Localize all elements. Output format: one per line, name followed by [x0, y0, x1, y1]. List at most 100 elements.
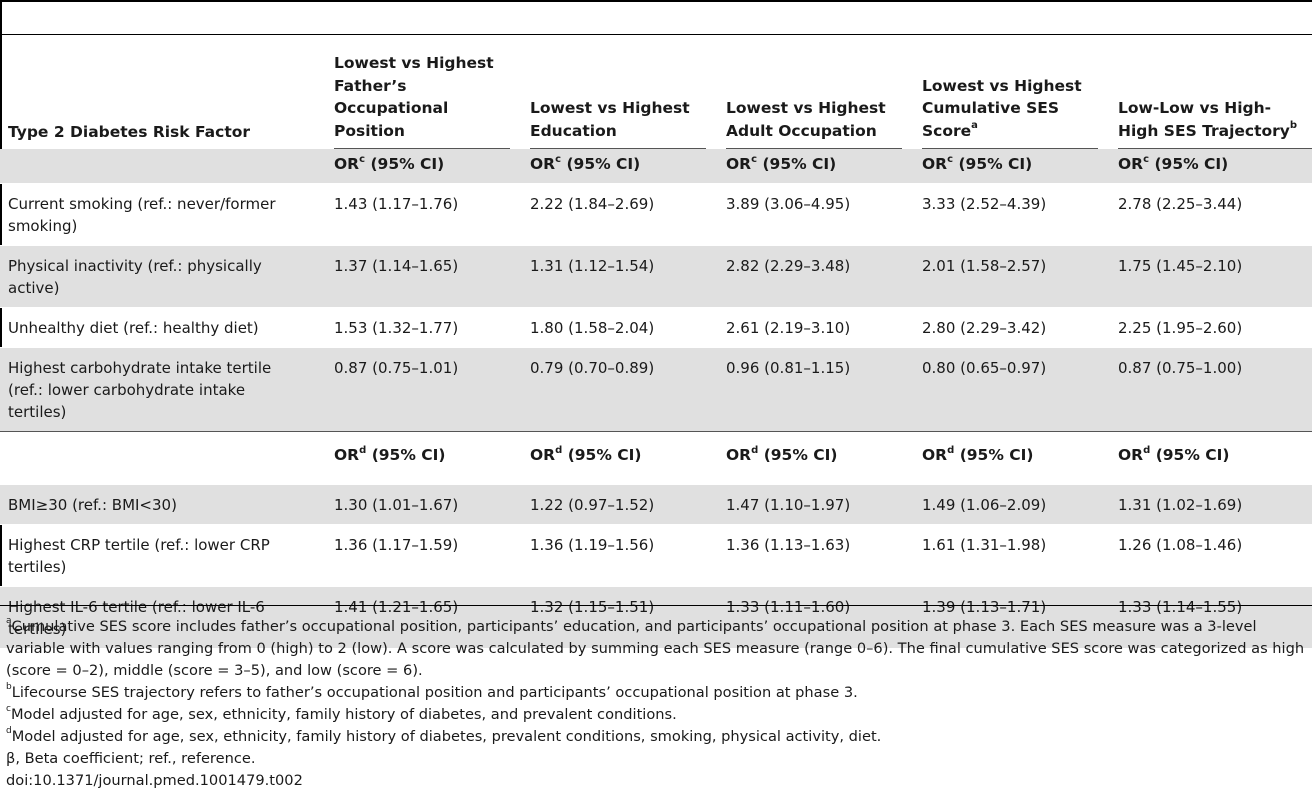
or-ci-value: 3.89 (3.06–4.95): [718, 183, 914, 246]
or-ci-label: ORc (95% CI): [1110, 149, 1312, 184]
results-table: Type 2 Diabetes Risk Factor Lowest vs Hi…: [0, 35, 1312, 648]
header-line: Lowest vs Highest: [922, 76, 1082, 95]
ci-label: (95% CI): [366, 446, 446, 464]
or-ci-value: 1.36 (1.19–1.56): [522, 524, 718, 587]
header-cumulative-ses: Lowest vs Highest Cumulative SES Scorea: [914, 35, 1110, 149]
table-row: Highest CRP tertile (ref.: lower CRP ter…: [0, 524, 1312, 587]
or-ci-value: 0.96 (0.81–1.15): [718, 347, 914, 432]
or-ci-value: 1.39 (1.13–1.71): [914, 586, 1110, 648]
or-ci-value: 2.80 (2.29–3.42): [914, 307, 1110, 348]
or-ci-value: 1.36 (1.17–1.59): [326, 524, 522, 587]
header-line: High SES Trajectory: [1118, 121, 1290, 140]
or-ci-value: 3.33 (2.52–4.39): [914, 183, 1110, 246]
or-ci-header-row: ORd (95% CI) ORd (95% CI) ORd (95% CI) ORd …: [0, 431, 1312, 485]
or-ci-label: ORc (95% CI): [522, 149, 718, 184]
or-ci-label: ORc (95% CI): [914, 149, 1110, 184]
or-ci-value: 1.61 (1.31–1.98): [914, 524, 1110, 587]
or-ci-value: 0.87 (0.75–1.00): [1110, 347, 1312, 432]
footnote-marker: c: [751, 153, 758, 165]
or-label: OR: [922, 155, 948, 173]
table-row: Unhealthy diet (ref.: healthy diet) 1.53 …: [0, 307, 1312, 348]
table-row: BMI≥30 (ref.: BMI<30) 1.30 (1.01–1.67) 1.2…: [0, 484, 1312, 525]
or-ci-value: 2.25 (1.95–2.60): [1110, 307, 1312, 348]
ci-label: (95% CI): [758, 446, 838, 464]
or-ci-value: 1.31 (1.02–1.69): [1110, 484, 1312, 525]
or-ci-header-row: ORc (95% CI) ORc (95% CI) ORc (95% CI) ORc …: [0, 149, 1312, 184]
header-line: Occupational: [334, 99, 449, 117]
or-label: OR: [334, 446, 360, 464]
table-bottom-rule: [0, 605, 1312, 606]
ci-label: (95% CI): [562, 446, 642, 464]
or-ci-value: 2.22 (1.84–2.69): [522, 183, 718, 246]
or-label: OR: [1118, 155, 1144, 173]
or-ci-value: 2.82 (2.29–3.48): [718, 245, 914, 308]
header-adult-occupation: Lowest vs Highest Adult Occupation: [718, 35, 914, 149]
footnote-marker: d: [751, 444, 759, 456]
or-ci-label: ORd (95% CI): [522, 431, 718, 485]
footnote-marker: c: [947, 153, 954, 165]
footnote-marker: c: [1143, 153, 1150, 165]
or-ci-value: 1.30 (1.01–1.67): [326, 484, 522, 525]
or-ci-label: ORd (95% CI): [326, 431, 522, 485]
footnote-marker: d: [359, 444, 367, 456]
header-line: Lowest vs Highest: [530, 99, 690, 117]
or-ci-value: 1.31 (1.12–1.54): [522, 245, 718, 308]
header-line: Cumulative SES: [922, 99, 1060, 117]
footnote-b: bLifecourse SES trajectory refers to fat…: [6, 682, 858, 701]
ci-label: (95% CI): [1150, 446, 1230, 464]
footnote-marker: c: [555, 153, 562, 165]
footnote-a: aCumulative SES score includes father’s …: [6, 616, 1305, 679]
footnote-marker: c: [359, 153, 366, 165]
footnote-marker: d: [555, 444, 563, 456]
or-ci-label: ORd (95% CI): [914, 431, 1110, 485]
or-ci-value: 1.49 (1.06–2.09): [914, 484, 1110, 525]
or-label: OR: [334, 155, 360, 173]
or-label: OR: [1118, 446, 1144, 464]
ci-label: (95% CI): [757, 155, 837, 173]
or-ci-value: 1.33 (1.14–1.55): [1110, 586, 1312, 648]
or-ci-value: 1.43 (1.17–1.76): [326, 183, 522, 246]
risk-factor-label: BMI≥30 (ref.: BMI<30): [0, 484, 326, 525]
or-ci-label: ORd (95% CI): [1110, 431, 1312, 485]
or-ci-label: ORd (95% CI): [718, 431, 914, 485]
ci-label: (95% CI): [1149, 155, 1229, 173]
header-line: Father’s: [334, 76, 407, 95]
risk-factor-label: Physical inactivity (ref.: physically ac…: [0, 245, 326, 308]
or-ci-value: 0.87 (0.75–1.01): [326, 347, 522, 432]
or-ci-value: 1.33 (1.11–1.60): [718, 586, 914, 648]
risk-factor-label: Unhealthy diet (ref.: healthy diet): [0, 307, 326, 348]
ci-label: (95% CI): [954, 446, 1034, 464]
table-row: Highest IL-6 tertile (ref.: lower IL-6 t…: [0, 586, 1312, 648]
footnote-beta: β, Beta coefficient; ref., reference.: [6, 750, 256, 767]
ci-label: (95% CI): [365, 155, 445, 173]
header-line: Lowest vs Highest: [334, 54, 494, 72]
or-ci-value: 2.78 (2.25–3.44): [1110, 183, 1312, 246]
or-ci-value: 1.47 (1.10–1.97): [718, 484, 914, 525]
table-row: Highest carbohydrate intake tertile (ref…: [0, 347, 1312, 432]
table-row: Physical inactivity (ref.: physically ac…: [0, 245, 1312, 308]
table-row: Current smoking (ref.: never/former smok…: [0, 183, 1312, 246]
header-education: Lowest vs Highest Education: [522, 35, 718, 149]
header-line: Education: [530, 121, 617, 140]
or-ci-value: 1.53 (1.32–1.77): [326, 307, 522, 348]
or-ci-value: 2.61 (2.19–3.10): [718, 307, 914, 348]
or-ci-value: 1.75 (1.45–2.10): [1110, 245, 1312, 308]
risk-factor-label: Highest carbohydrate intake tertile (ref…: [0, 347, 326, 432]
header-fathers-occupation: Lowest vs Highest Father’s Occupational Pos…: [326, 35, 522, 149]
or-ci-value: 1.41 (1.21–1.65): [326, 586, 522, 648]
or-label: OR: [530, 155, 556, 173]
footnote-c: cModel adjusted for age, sex, ethnicity,…: [6, 704, 677, 723]
or-ci-value: 1.22 (0.97–1.52): [522, 484, 718, 525]
risk-factor-label: Highest IL-6 tertile (ref.: lower IL-6 t…: [0, 586, 326, 648]
or-ci-value: 0.80 (0.65–0.97): [914, 347, 1110, 432]
header-line: Score: [922, 121, 972, 140]
header-line: Lowest vs Highest: [726, 99, 886, 117]
header-line: Adult Occupation: [726, 121, 877, 140]
doi-line: doi:10.1371/journal.pmed.1001479.t002: [6, 772, 303, 789]
or-label: OR: [530, 446, 556, 464]
table-header-row: Type 2 Diabetes Risk Factor Lowest vs Hi…: [0, 35, 1312, 149]
or-label: OR: [922, 446, 948, 464]
or-label: OR: [726, 446, 752, 464]
or-ci-value: 1.32 (1.15–1.51): [522, 586, 718, 648]
or-ci-label: ORc (95% CI): [326, 149, 522, 184]
